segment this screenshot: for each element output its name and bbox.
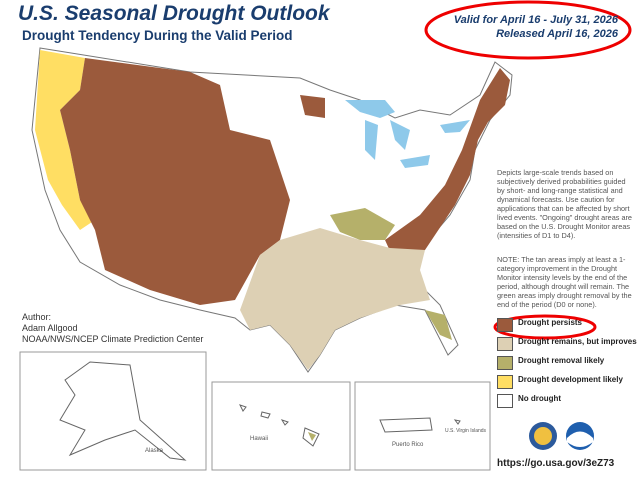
title: U.S. Seasonal Drought Outlook: [18, 2, 330, 25]
region-brown: [300, 95, 325, 118]
legend-item: Drought remains, but improves: [497, 337, 637, 356]
author-label: Author:: [22, 312, 52, 322]
legend-label: Drought persists: [518, 318, 583, 327]
release-date: Released April 16, 2026: [496, 28, 618, 40]
subtitle: Drought Tendency During the Valid Period: [22, 28, 293, 43]
legend: Drought persists Drought remains, but imp…: [497, 318, 637, 413]
inset-label: Hawaii: [250, 436, 268, 442]
legend-label: Drought remains, but improves: [518, 337, 637, 346]
region-brown: [385, 68, 510, 262]
region-brown: [60, 58, 290, 305]
legend-swatch: [497, 375, 513, 389]
legend-swatch: [497, 394, 513, 408]
logo: [567, 431, 593, 447]
legend-item: Drought development likely: [497, 375, 637, 394]
legend-item: No drought: [497, 394, 637, 413]
region-tan: [240, 228, 430, 370]
legend-item: Drought removal likely: [497, 356, 637, 375]
hawaii-green: [308, 432, 316, 441]
alaska-shape: [59, 361, 187, 461]
url: https://go.usa.gov/3eZ73: [497, 458, 615, 469]
author-name: Adam Allgood: [22, 323, 78, 333]
legend-swatch: [497, 337, 513, 351]
legend-item: Drought persists: [497, 318, 637, 337]
highlight-circle: [493, 314, 597, 340]
valid-period: Valid for April 16 - July 31, 2026: [453, 14, 618, 26]
description: Depicts large-scale trends based on subj…: [497, 168, 632, 240]
legend-label: Drought development likely: [518, 375, 623, 384]
region-yellow: [35, 50, 95, 230]
hawaii-shape: [239, 404, 320, 447]
inset-box: [211, 381, 351, 471]
inset-label: U.S. Virgin Islands: [445, 428, 487, 434]
legend-label: No drought: [518, 394, 562, 403]
region-green: [425, 310, 452, 340]
puerto-rico-shape: [379, 417, 461, 433]
legend-label: Drought removal likely: [518, 356, 605, 365]
inset-label: Puerto Rico: [392, 442, 424, 448]
logo: [534, 427, 552, 445]
legend-swatch: [497, 356, 513, 370]
legend-swatch: [497, 318, 513, 332]
region-green: [330, 208, 395, 240]
note: NOTE: The tan areas imply at least a 1-c…: [497, 255, 632, 309]
lake: [345, 100, 470, 168]
author-org: NOAA/NWS/NCEP Climate Prediction Center: [22, 334, 204, 344]
highlight-circle: [424, 0, 632, 60]
inset-label: Alaska: [145, 448, 164, 454]
